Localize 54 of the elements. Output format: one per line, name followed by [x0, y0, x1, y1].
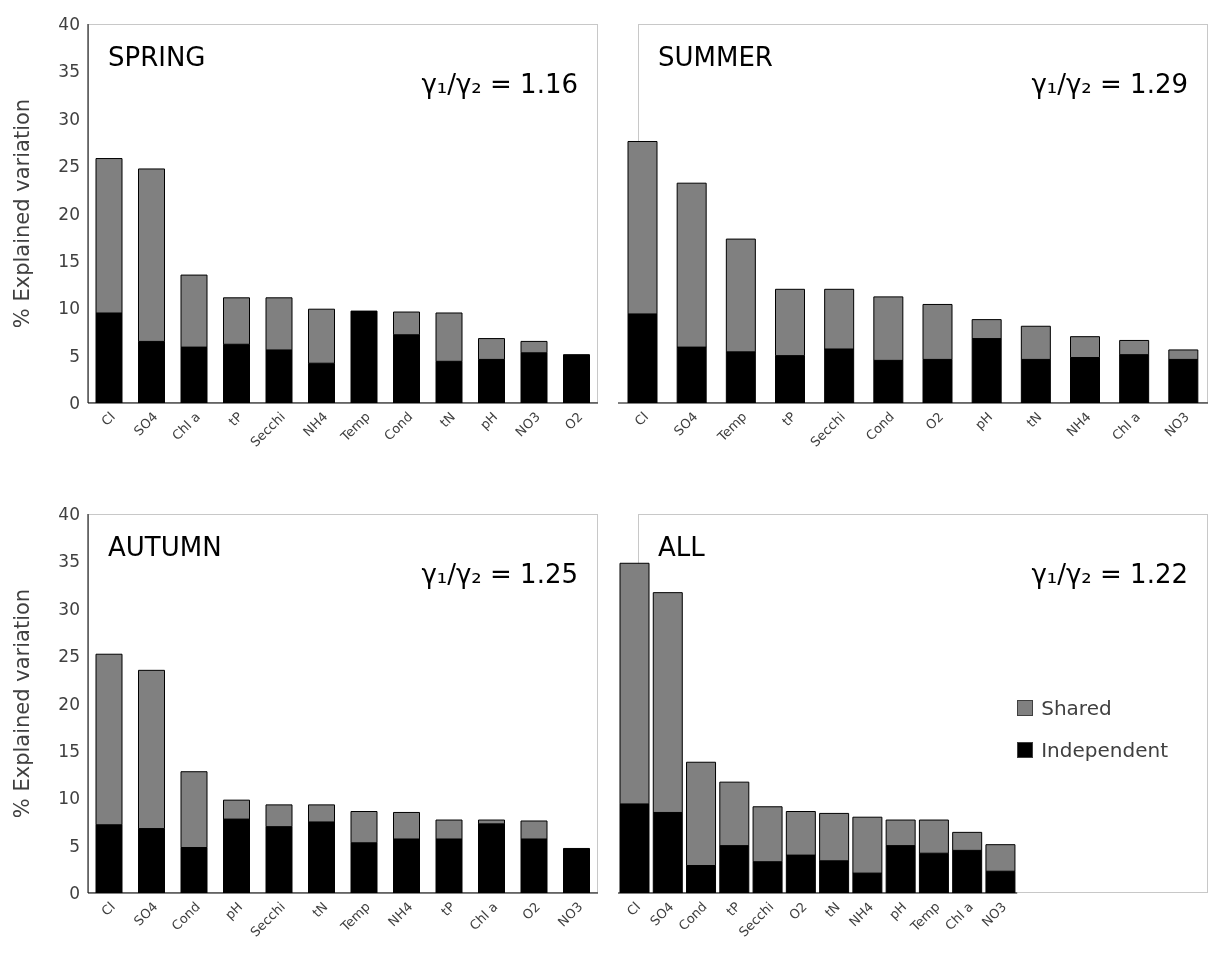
y-axis-title: % Explained variation [10, 98, 35, 329]
y-tick-label: 15 [58, 740, 80, 761]
x-tick-label: tP [723, 898, 744, 919]
x-tick-label: tP [778, 408, 799, 429]
y-tick-label: 20 [58, 693, 80, 714]
y-tick-label: 15 [58, 250, 80, 271]
text: SUMMER [658, 42, 773, 72]
x-tick-label: tN [821, 899, 843, 921]
y-tick-label: 30 [58, 598, 80, 619]
y-tick-label: 5 [69, 835, 80, 856]
x-tick-label: pH [477, 409, 501, 433]
x-tick-label: tN [309, 899, 331, 921]
annotation: γ₁/γ₂ = 1.16 [421, 69, 578, 99]
y-tick-label: 5 [69, 345, 80, 366]
x-tick-label: Cl [98, 899, 118, 919]
y-tick-label: 30 [58, 108, 80, 129]
y-tick-label: 40 [58, 14, 80, 35]
x-tick-label: pH [972, 409, 996, 433]
x-tick-label: Chl a [1108, 409, 1143, 443]
text: ALL [658, 532, 705, 562]
x-tick-label: Cl [631, 409, 652, 429]
x-tick-label: O2 [519, 899, 543, 923]
text: γ₁/γ₂ = 1.22 [1031, 559, 1188, 589]
text: AUTUMN [108, 532, 222, 562]
x-tick-label: Chl a [942, 899, 976, 933]
y-tick-label: 35 [58, 61, 80, 82]
y-tick-label: 35 [58, 551, 80, 572]
y-tick-label: 20 [58, 203, 80, 224]
x-tick-label: tP [438, 898, 459, 919]
legend-label: Independent [1041, 738, 1168, 762]
x-tick-label: pH [222, 899, 246, 923]
x-tick-label: pH [886, 899, 910, 923]
x-tick-label: Chl a [466, 899, 501, 933]
x-tick-label: Chl a [168, 409, 203, 443]
x-tick-label: tN [1023, 409, 1045, 431]
y-tick-label: 25 [58, 156, 80, 177]
y-tick-label: 25 [58, 646, 80, 667]
x-tick-label: Cl [623, 899, 644, 919]
y-tick-label: 40 [58, 504, 80, 525]
x-tick-label: tP [225, 408, 246, 429]
legend-label: Shared [1041, 696, 1112, 720]
y-tick-label: 0 [69, 393, 80, 414]
x-tick-label: O2 [785, 899, 810, 923]
y-tick-label: 0 [69, 883, 80, 904]
x-tick-label: Cl [98, 409, 118, 429]
x-tick-label: O2 [922, 409, 947, 433]
text: SPRING [108, 42, 206, 72]
y-tick-label: 10 [58, 788, 80, 809]
annotation: γ₁/γ₂ = 1.29 [1031, 69, 1188, 99]
y-axis-title: % Explained variation [10, 588, 35, 819]
annotation: γ₁/γ₂ = 1.25 [421, 559, 578, 589]
x-tick-label: O2 [561, 409, 586, 433]
y-tick-label: 10 [58, 298, 80, 319]
x-tick-label: tN [436, 409, 458, 431]
